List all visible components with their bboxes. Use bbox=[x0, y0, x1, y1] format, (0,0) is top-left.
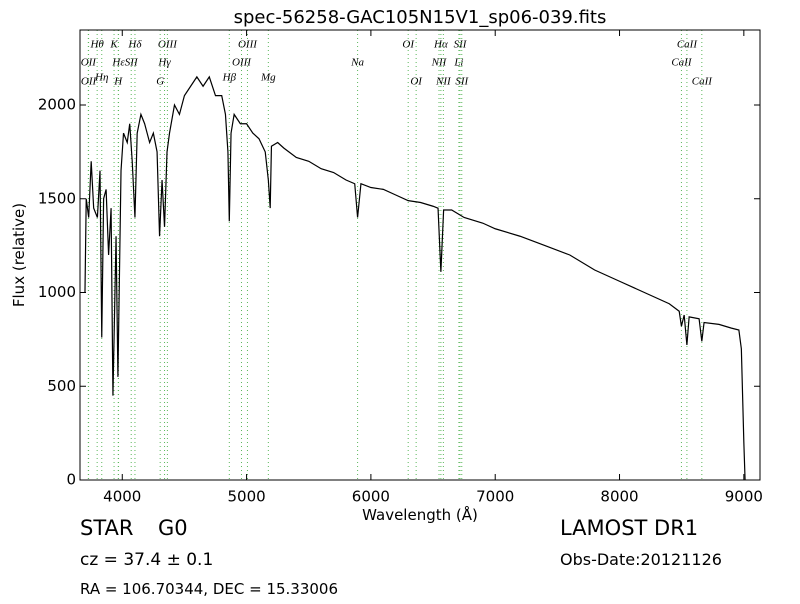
x-tick-label: 9000 bbox=[725, 488, 763, 506]
spectral-line-label: Hη bbox=[94, 72, 108, 84]
spectral-line-label: Mg bbox=[260, 72, 276, 84]
x-tick-label: 4000 bbox=[103, 488, 141, 506]
y-axis-label: Flux (relative) bbox=[10, 203, 28, 307]
spectral-line-label: Hγ bbox=[157, 57, 171, 69]
spectral-line-label: OII bbox=[81, 76, 98, 88]
spectral-line-label: OI bbox=[410, 76, 423, 88]
spectral-line-label: CaII bbox=[671, 57, 693, 69]
spectral-line-label: Hα bbox=[433, 39, 448, 51]
x-tick-label: 5000 bbox=[227, 488, 265, 506]
cz: cz = 37.4 ± 0.1 bbox=[80, 550, 213, 570]
subclass: G0 bbox=[158, 516, 188, 540]
spectral-line-label: SII bbox=[454, 39, 468, 51]
spectral-line-label: OIII bbox=[158, 39, 178, 51]
spectral-line-label: CaII bbox=[692, 76, 714, 88]
spectral-line-label: SII bbox=[455, 76, 469, 88]
spectral-line-label: H bbox=[113, 76, 123, 88]
spectral-line-label: OI bbox=[402, 39, 415, 51]
y-tick-label: 0 bbox=[66, 471, 76, 489]
spectral-line-label: Na bbox=[350, 57, 364, 69]
spectral-line-label: Li bbox=[453, 57, 463, 69]
plot-frame bbox=[79, 29, 761, 481]
coords: RA = 106.70344, DEC = 15.33006 bbox=[80, 580, 338, 598]
y-tick-label: 1500 bbox=[38, 189, 76, 207]
x-axis-label: Wavelength (Å) bbox=[362, 505, 478, 524]
spectral-line-label: SII bbox=[125, 57, 139, 69]
spectral-line-label: OIII bbox=[232, 57, 252, 69]
spectral-line-label: NII bbox=[435, 76, 452, 88]
spectral-line-label: G bbox=[156, 76, 164, 88]
spectral-line-label: Hβ bbox=[222, 72, 237, 84]
y-tick-label: 500 bbox=[47, 377, 76, 395]
class: STAR bbox=[80, 516, 133, 540]
spectrum-line bbox=[84, 75, 746, 481]
spectral-line-label: K bbox=[109, 39, 118, 51]
x-tick-label: 8000 bbox=[600, 488, 638, 506]
spectral-line-label: NII bbox=[431, 57, 448, 69]
spectral-line-label: Hδ bbox=[127, 39, 142, 51]
x-tick-label: 6000 bbox=[352, 488, 390, 506]
x-tick-label: 7000 bbox=[476, 488, 514, 506]
y-tick-label: 1000 bbox=[38, 283, 76, 301]
spectral-line-label: OIII bbox=[238, 39, 258, 51]
spectral-line-label: CaII bbox=[677, 39, 699, 51]
y-tick-label: 2000 bbox=[38, 96, 76, 114]
obs-date: Obs-Date:20121126 bbox=[560, 550, 722, 569]
chart-title: spec-56258-GAC105N15V1_sp06-039.fits bbox=[234, 7, 607, 28]
spectral-line-label: Hθ bbox=[89, 39, 104, 51]
survey: LAMOST DR1 bbox=[560, 516, 698, 540]
